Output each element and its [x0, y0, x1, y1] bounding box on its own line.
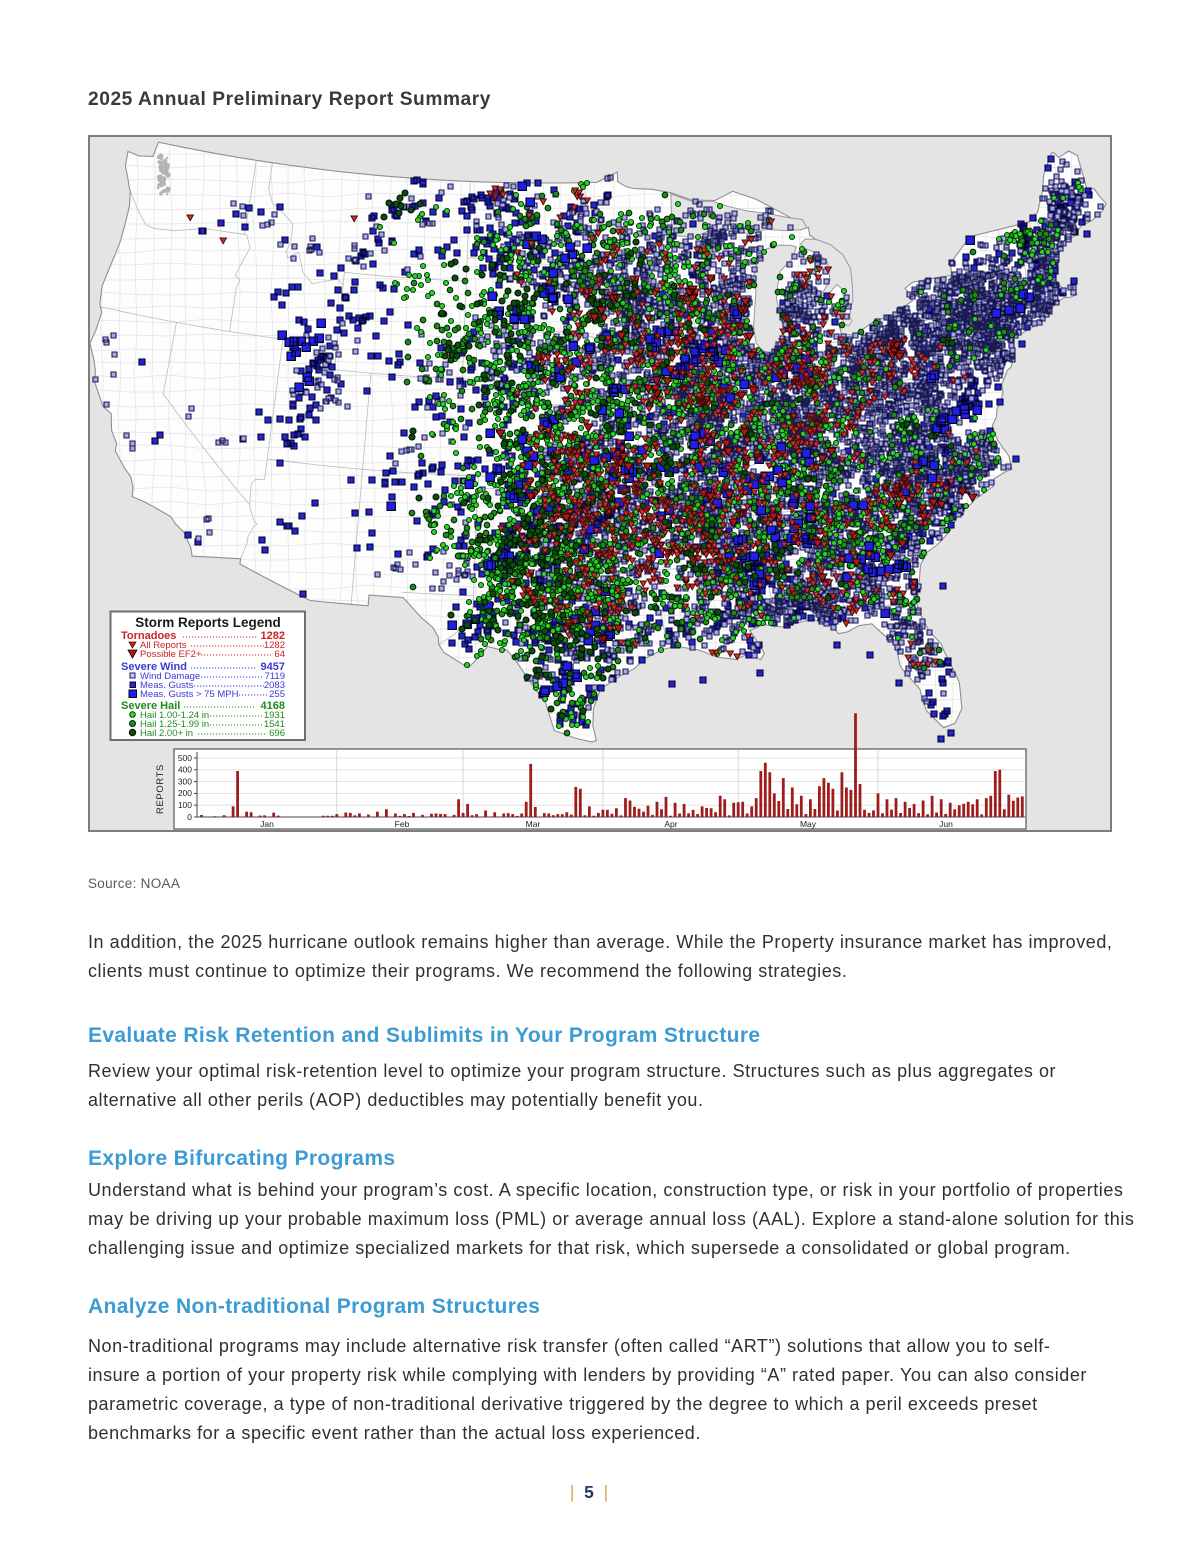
svg-text:Jan: Jan — [260, 819, 274, 829]
svg-text:Apr: Apr — [664, 819, 677, 829]
svg-text:400: 400 — [178, 765, 192, 775]
svg-text:Storm Reports Legend: Storm Reports Legend — [135, 615, 281, 630]
svg-text:696: 696 — [269, 728, 285, 739]
svg-text:Meas. Gusts > 75 MPH: Meas. Gusts > 75 MPH — [140, 689, 239, 700]
svg-text:255: 255 — [269, 689, 285, 700]
svg-text:64: 64 — [274, 649, 285, 660]
svg-text:Hail 2.00+ in: Hail 2.00+ in — [140, 728, 193, 739]
svg-text:300: 300 — [178, 776, 192, 786]
svg-text:Jun: Jun — [939, 819, 953, 829]
svg-text:Possible EF2+: Possible EF2+ — [140, 649, 202, 660]
svg-text:May: May — [800, 819, 817, 829]
svg-text:500: 500 — [178, 753, 192, 763]
svg-text:Mar: Mar — [526, 819, 541, 829]
svg-text:100: 100 — [178, 800, 192, 810]
svg-text:0: 0 — [187, 812, 192, 822]
svg-text:200: 200 — [178, 788, 192, 798]
svg-text:REPORTS: REPORTS — [155, 764, 166, 814]
svg-text:Feb: Feb — [395, 819, 410, 829]
